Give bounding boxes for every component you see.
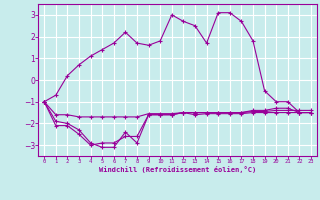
X-axis label: Windchill (Refroidissement éolien,°C): Windchill (Refroidissement éolien,°C) [99,166,256,173]
